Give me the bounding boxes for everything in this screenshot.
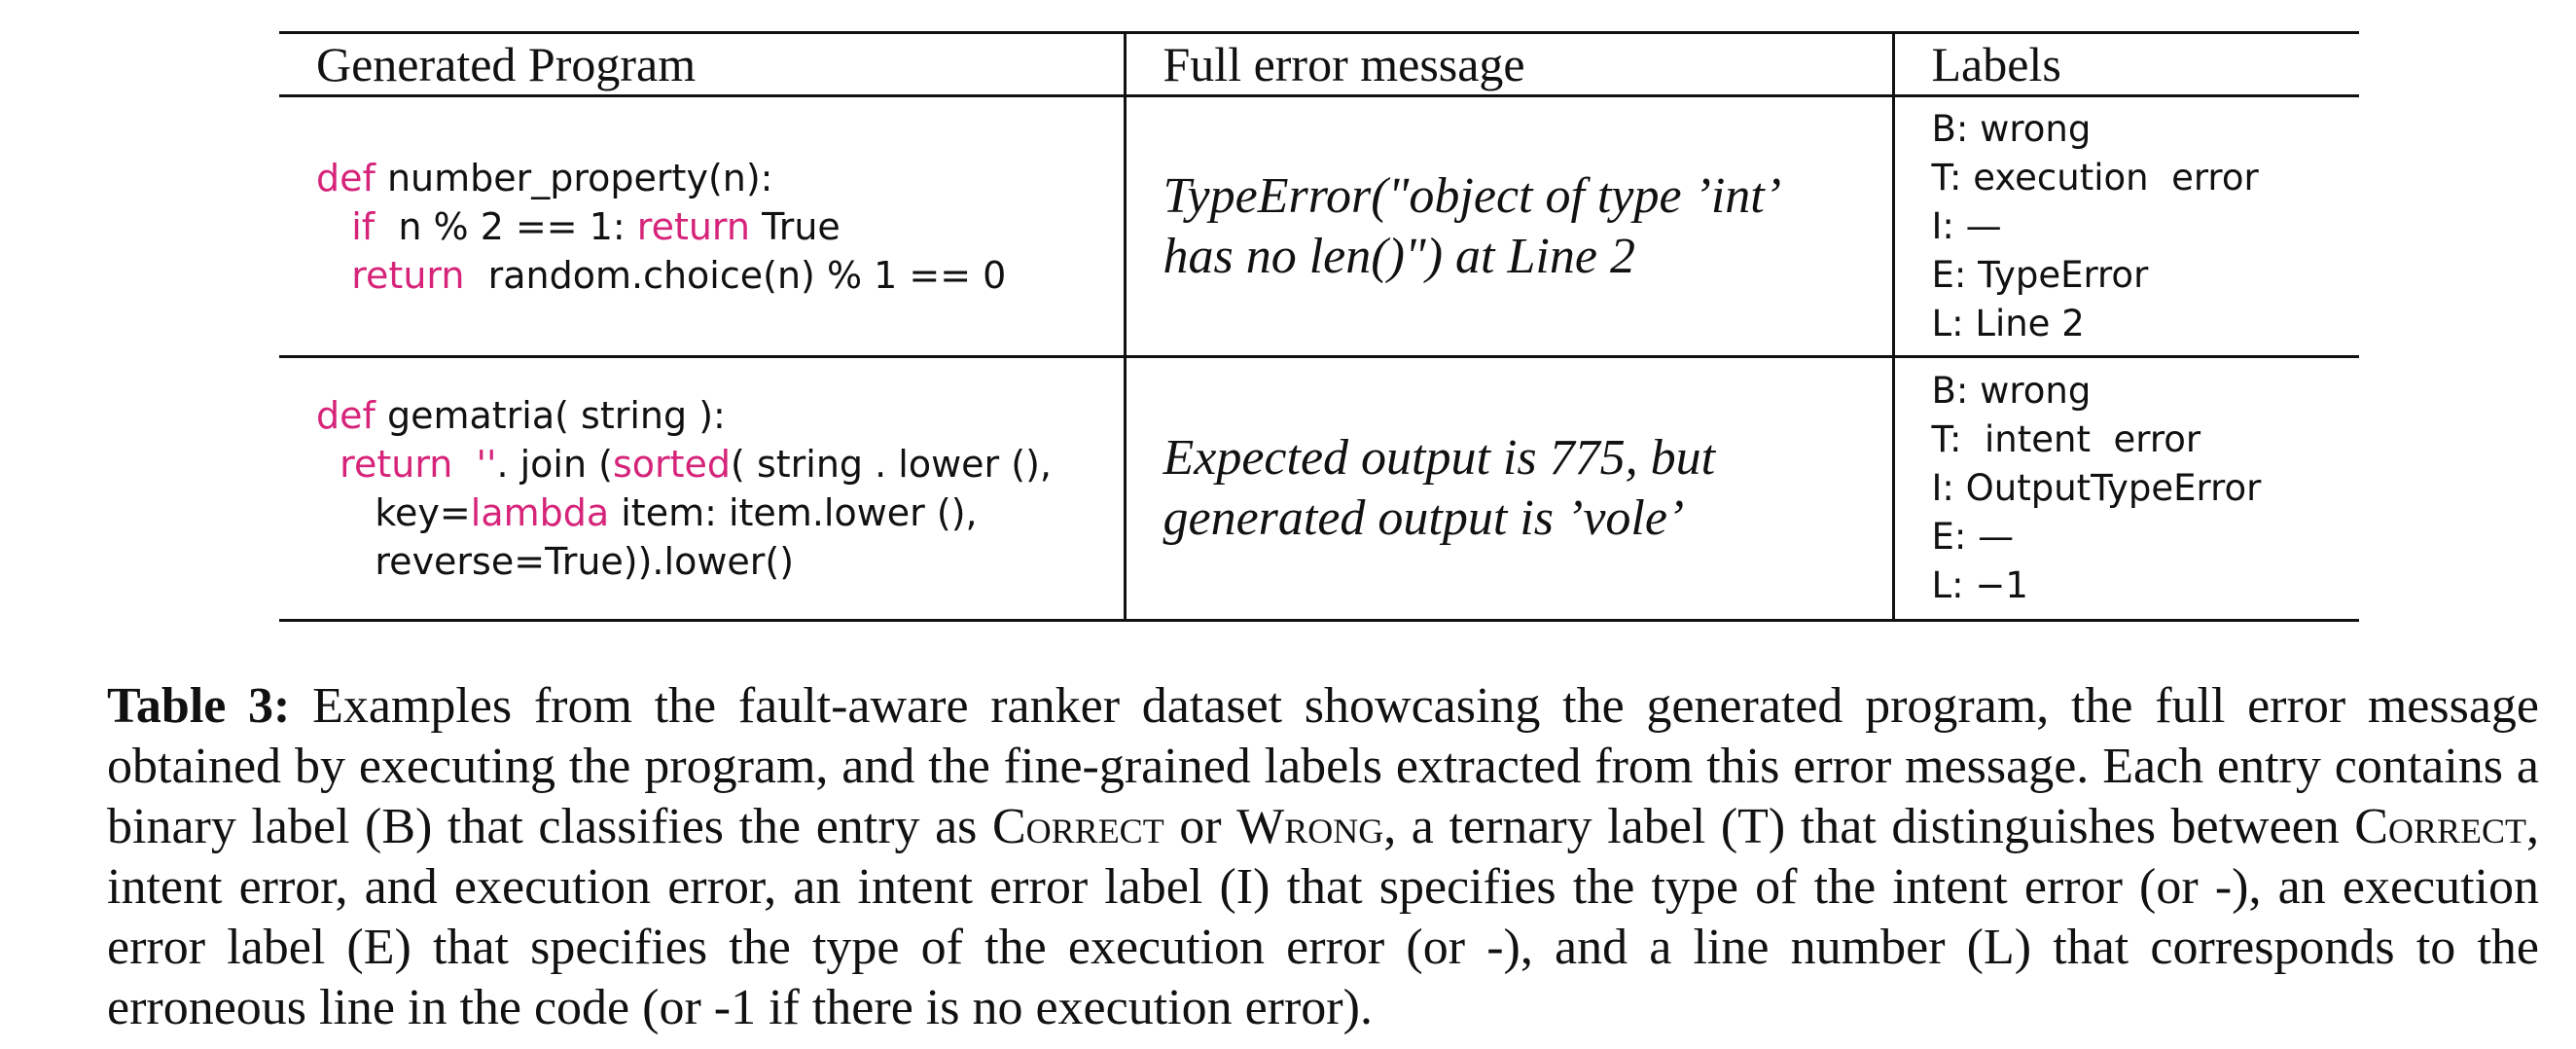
program-cell: def number_property(n): if n % 2 == 1: r… [279, 96, 1125, 357]
code-keyword: def [316, 156, 376, 199]
label-item: B: wrong [1931, 107, 2092, 150]
caption-segment: or [1163, 799, 1237, 854]
error-message: TypeError("object of type ’int’ has no l… [1163, 167, 1776, 284]
table-header-row: Generated Program Full error message Lab… [279, 32, 2359, 96]
code-line: if n % 2 == 1: return True [316, 202, 1124, 251]
labels-cell: B: wrong T: execution error I: — E: TypeErr… [1891, 95, 2360, 357]
code-line: return ''. join (sorted( string . lower … [316, 440, 1124, 488]
caption-segment: , intent error, and execution error, an … [107, 799, 2539, 1035]
code-keyword: sorted [612, 443, 732, 486]
code-keyword: return [351, 253, 465, 297]
examples-table: Generated Program Full error message Lab… [279, 31, 2359, 622]
code-text [316, 254, 351, 297]
code-line: def number_property(n): [316, 154, 1124, 202]
code-text [316, 205, 351, 248]
code-line: return random.choice(n) % 1 == 0 [316, 251, 1124, 300]
label-item: E: TypeError [1931, 253, 2149, 296]
label-item: I: OutputTypeError [1931, 467, 2262, 509]
code-text: gematria( string ): [375, 394, 726, 437]
header-labels: Labels [1891, 32, 2359, 96]
caption-smallcaps: Correct [991, 799, 1164, 854]
code-text: key= [316, 491, 471, 534]
error-cell: TypeError("object of type ’int’ has no l… [1123, 95, 1893, 357]
code-text: n % 2 == 1: [375, 204, 637, 248]
error-message: Expected output is 775, but generated ou… [1163, 430, 1716, 546]
code-keyword: '' [476, 443, 497, 486]
labels-list: B: wrong T: execution error I: — E: TypeErr… [1932, 105, 2360, 348]
label-item: E: — [1931, 516, 2015, 558]
code-text [452, 443, 476, 486]
code-keyword: return [340, 443, 453, 486]
caption-segment: Examples from the fault-aware ranker dat… [107, 678, 2539, 854]
label-item: L: Line 2 [1931, 302, 2085, 344]
code-text: random.choice(n) % 1 == 0 [464, 253, 1007, 297]
label-item: I: — [1931, 204, 2002, 247]
code-keyword: lambda [470, 491, 610, 534]
table-caption: Table 3: Examples from the fault-aware r… [107, 676, 2539, 1038]
labels-list: B: wrong T: intent error I: OutputTypeErro… [1932, 367, 2360, 610]
code-line: key=lambda item: item.lower (), [316, 488, 1124, 537]
label-item: T: intent error [1931, 418, 2201, 460]
code-keyword: if [351, 204, 376, 248]
code-block: def number_property(n): if n % 2 == 1: r… [316, 154, 1124, 300]
table-row: def number_property(n): if n % 2 == 1: r… [279, 95, 2360, 357]
error-cell: Expected output is 775, but generated ou… [1123, 356, 1893, 621]
code-text [316, 443, 340, 486]
code-block: def gematria( string ): return ''. join … [316, 391, 1124, 586]
caption-label: Table 3: [107, 678, 291, 734]
caption-smallcaps: Wrong [1236, 799, 1384, 854]
code-text: item: item.lower (), [609, 491, 978, 534]
caption-text: Examples from the fault-aware ranker dat… [107, 678, 2539, 1035]
code-text: ( string . lower (), [731, 443, 1052, 486]
label-item: T: execution error [1931, 156, 2259, 199]
label-item: L: −1 [1931, 564, 2028, 606]
code-line: reverse=True)).lower() [316, 537, 1124, 586]
code-text: number_property(n): [375, 156, 773, 199]
caption-segment: , a ternary label (T) that distinguishes… [1383, 799, 2355, 854]
labels-cell: B: wrong T: intent error I: OutputTypeErro… [1891, 356, 2360, 621]
code-text: . join ( [496, 443, 613, 486]
header-full-error-message: Full error message [1123, 32, 1893, 96]
code-keyword: def [316, 394, 376, 437]
label-item: B: wrong [1931, 370, 2092, 412]
code-line: def gematria( string ): [316, 391, 1124, 440]
header-generated-program: Generated Program [316, 37, 697, 91]
program-cell: def gematria( string ): return ''. join … [279, 357, 1125, 621]
code-text: reverse=True)).lower() [316, 540, 795, 583]
table-row: def gematria( string ): return ''. join … [279, 356, 2360, 621]
code-keyword: return [636, 204, 750, 248]
caption-smallcaps: Correct [2354, 799, 2526, 854]
code-text: True [749, 204, 841, 248]
